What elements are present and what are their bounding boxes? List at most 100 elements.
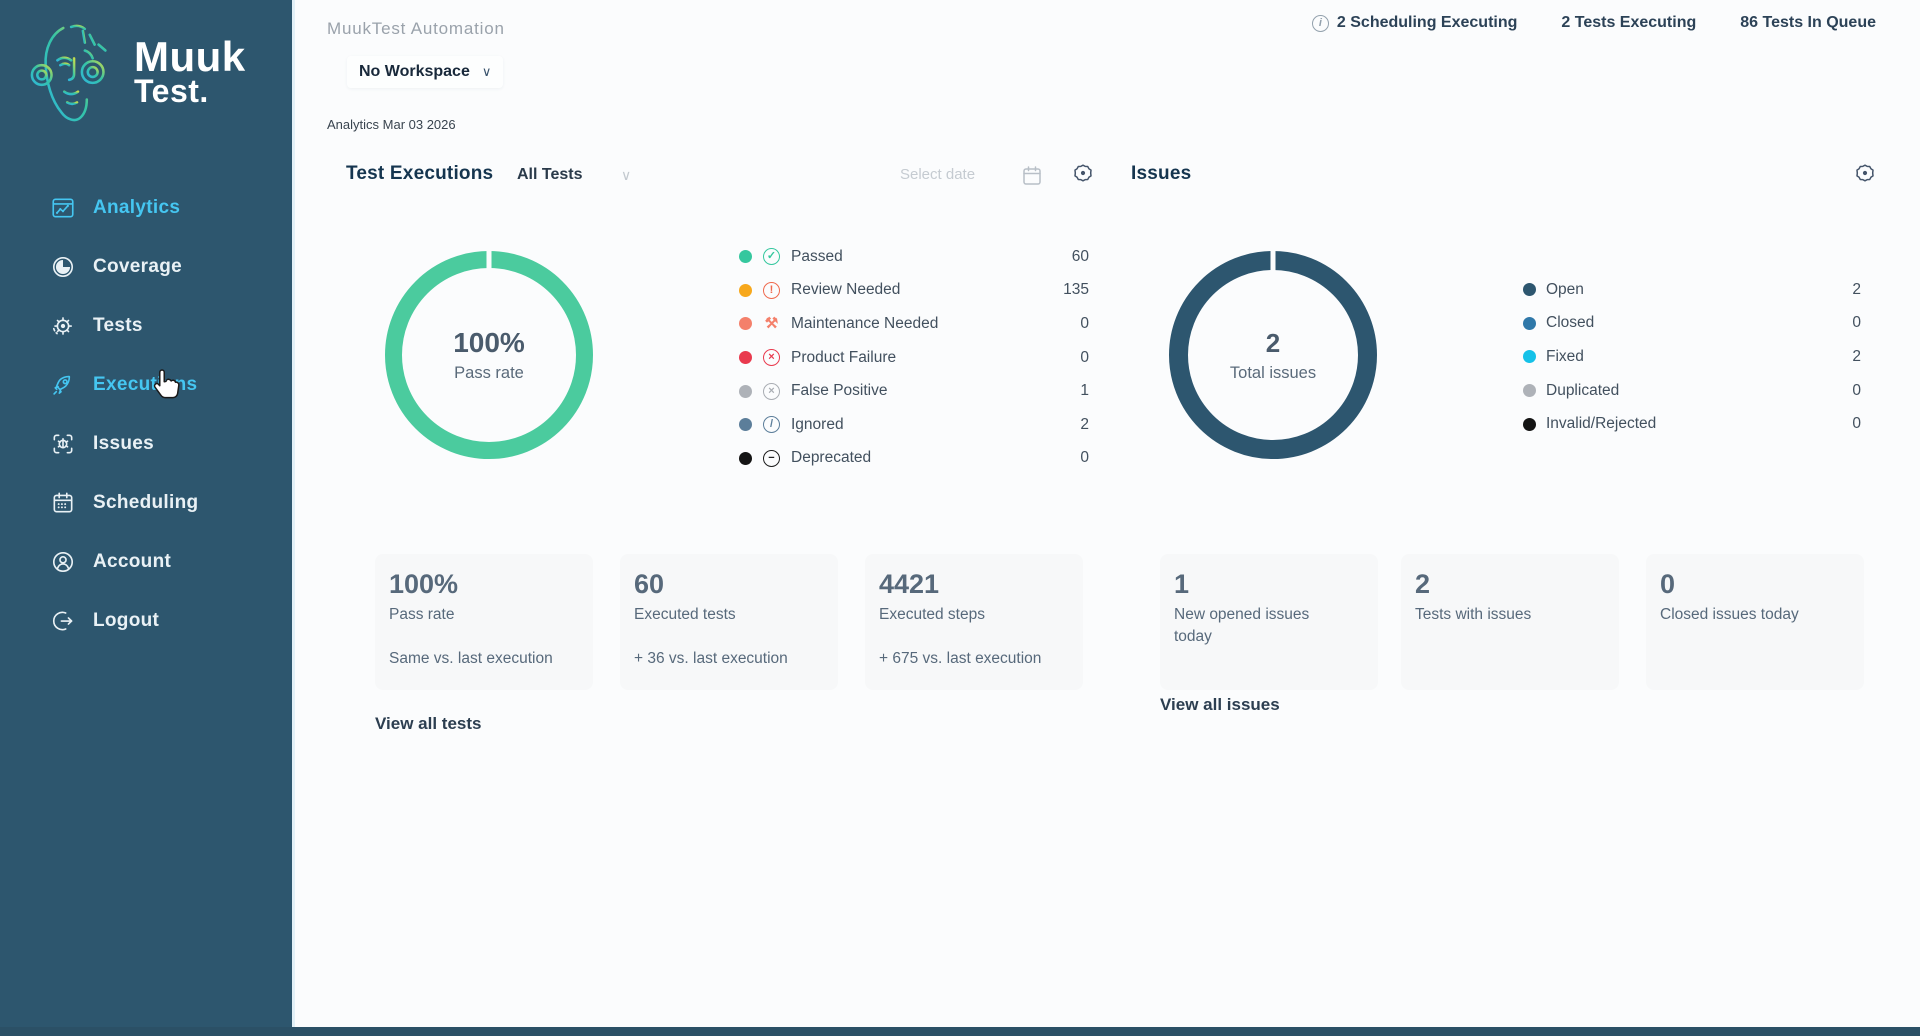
false-positive-dot [739,384,752,398]
stat-label: Closed issues today [1660,606,1799,623]
legend-value: 0 [1852,381,1861,399]
tests-gear-icon [50,313,76,339]
total-issues-label: Total issues [1229,363,1317,382]
sidebar-item-scheduling[interactable]: Scheduling [0,473,292,532]
donut-notch [1270,251,1276,272]
user-circle-icon [50,549,76,575]
exclamation-circle-icon: ! [763,281,780,299]
bug-scan-icon [50,431,76,457]
legend-value: 0 [1852,314,1861,332]
sidebar: Muuk Test. Analytics Coverage [0,0,292,1036]
test-executions-settings-gear-icon[interactable] [1071,161,1095,185]
legend-label: Ignored [791,415,844,433]
legend-row-false-positive[interactable]: × False Positive 1 [739,374,1089,408]
stat-card-tests-with-issues: 2 Tests with issues [1401,554,1619,690]
legend-value: 0 [1852,415,1861,433]
crossed-tools-icon: ⚒ [764,315,779,333]
view-all-issues-link[interactable]: View all issues [1160,695,1280,714]
legend-value: 1 [1080,382,1089,400]
review-needed-dot [739,283,752,297]
status-scheduling-executing[interactable]: i 2 Scheduling Executing [1311,14,1518,32]
calendar-icon[interactable] [1020,164,1044,188]
chevron-down-icon[interactable]: ∨ [621,167,632,183]
sidebar-item-label: Scheduling [93,491,199,513]
sidebar-item-coverage[interactable]: Coverage [0,237,292,296]
product-failure-dot [739,351,752,365]
issues-settings-gear-icon[interactable] [1853,161,1877,185]
status-tests-executing[interactable]: 2 Tests Executing [1561,14,1696,32]
tests-filter-dropdown[interactable]: All Tests [517,166,583,183]
legend-row-maintenance-needed[interactable]: ⚒ Maintenance Needed 0 [739,307,1089,341]
fixed-dot [1523,350,1536,364]
logo-line1: Muuk [134,33,246,80]
legend-value: 0 [1080,314,1089,332]
sidebar-item-executions[interactable]: Executions [0,355,292,414]
legend-row-deprecated[interactable]: − Deprecated 0 [739,442,1089,476]
info-icon: i [1311,14,1329,32]
muuktest-logo[interactable]: Muuk Test. [28,20,246,130]
app-title: MuukTest Automation [327,19,505,38]
muuktest-face-logo-icon [30,24,107,122]
issues-title: Issues [1131,163,1192,184]
workspace-selector[interactable]: No Workspace ∨ [347,56,504,88]
legend-row-duplicated[interactable]: Duplicated 0 [1523,374,1861,408]
legend-row-fixed[interactable]: Fixed 2 [1523,340,1861,374]
status-label: 2 Scheduling Executing [1336,14,1518,31]
stat-value: 1 [1174,569,1190,599]
legend-label: Fixed [1546,347,1584,365]
ignored-dot [739,418,752,432]
stat-value: 100% [389,569,459,599]
legend-row-ignored[interactable]: / Ignored 2 [739,408,1089,442]
stat-delta: + 675 vs. last execution [879,650,1042,668]
legend-value: 2 [1852,347,1861,365]
duplicated-dot [1523,384,1536,398]
sidebar-item-analytics[interactable]: Analytics [0,178,292,237]
sidebar-item-issues[interactable]: Issues [0,414,292,473]
passed-dot [739,250,752,264]
stat-delta: + 36 vs. last execution [634,650,788,668]
pass-rate-donut-chart: 100% Pass rate [385,251,593,459]
stat-value: 2 [1415,569,1431,599]
legend-value: 135 [1063,281,1089,299]
stat-label: Executed tests [634,606,736,623]
logo-line2: Test. [134,72,209,109]
test-executions-legend: ✓ Passed 60 ! Review Needed 135 ⚒ Mainte… [739,240,1089,475]
legend-label: Passed [791,247,843,265]
stat-card-executed-steps: 4421 Executed steps + 675 vs. last execu… [865,554,1083,690]
logout-arrow-icon [50,608,76,634]
stat-card-pass-rate: 100% Pass rate Same vs. last execution [375,554,593,690]
legend-label: False Positive [791,382,888,400]
stat-delta: Same vs. last execution [389,650,553,668]
view-all-tests-link[interactable]: View all tests [375,714,482,733]
date-range-input[interactable]: Select date [900,166,976,183]
donut-notch [486,251,492,272]
sidebar-item-logout[interactable]: Logout [0,591,292,650]
closed-dot [1523,316,1536,330]
stat-card-new-opened-issues: 1 New opened issues today [1160,554,1378,690]
slash-circle-icon: / [763,416,780,434]
legend-row-passed[interactable]: ✓ Passed 60 [739,240,1089,274]
sidebar-item-account[interactable]: Account [0,532,292,591]
legend-row-review-needed[interactable]: ! Review Needed 135 [739,274,1089,308]
donut-center: 2 Total issues [1169,251,1377,459]
legend-value: 2 [1852,280,1861,298]
total-issues-donut-chart: 2 Total issues [1169,251,1377,459]
legend-label: Invalid/Rejected [1546,415,1657,433]
status-label: 86 Tests In Queue [1740,14,1876,31]
sidebar-item-label: Tests [93,314,143,336]
pass-rate-label: Pass rate [454,364,524,382]
stat-label: Pass rate [389,606,455,623]
legend-row-open[interactable]: Open 2 [1523,273,1861,307]
sidebar-item-tests[interactable]: Tests [0,296,292,355]
minus-circle-icon: − [763,449,780,467]
legend-row-product-failure[interactable]: × Product Failure 0 [739,341,1089,375]
open-dot [1523,283,1536,297]
legend-row-closed[interactable]: Closed 0 [1523,307,1861,341]
calendar-icon [50,490,76,516]
stat-value: 60 [634,569,665,599]
status-tests-in-queue[interactable]: 86 Tests In Queue [1740,14,1876,32]
legend-label: Deprecated [791,449,872,467]
legend-value: 0 [1080,449,1089,467]
legend-row-invalid-rejected[interactable]: Invalid/Rejected 0 [1523,407,1861,441]
